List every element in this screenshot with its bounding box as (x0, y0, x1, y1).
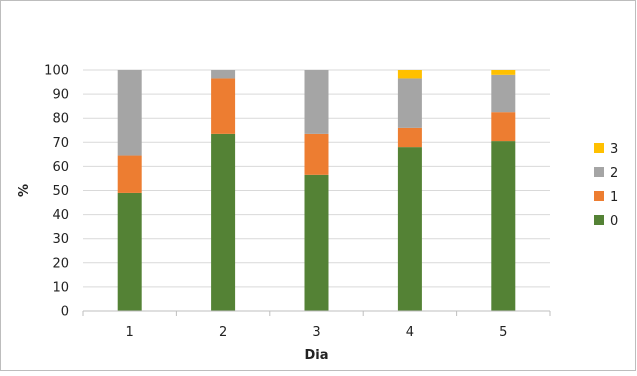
y-tick-label: 100 (44, 64, 69, 79)
bars (117, 70, 516, 311)
x-tick-label: 1 (126, 325, 134, 340)
y-tick-label: 90 (52, 88, 69, 103)
legend-label: 2 (610, 166, 618, 181)
bar-segment (117, 192, 142, 311)
bar-segment (397, 147, 422, 311)
bar-segment (397, 78, 422, 128)
legend-label: 0 (610, 214, 618, 229)
bar-segment (397, 70, 422, 79)
bar-segment (397, 127, 422, 148)
legend-swatch (594, 167, 604, 177)
legend: 3 2 1 0 (594, 142, 618, 229)
bar-segment (117, 70, 142, 156)
bar-segment (211, 70, 236, 79)
bar-segment (117, 155, 142, 193)
legend-swatch (594, 191, 604, 201)
bar-segment (491, 141, 516, 311)
x-tick-label: 5 (499, 325, 507, 340)
x-tick-label: 4 (406, 325, 414, 340)
legend-swatch (594, 143, 604, 153)
y-tick-label: 60 (52, 160, 69, 175)
x-tick-label: 2 (219, 325, 227, 340)
bar-segment (211, 78, 236, 134)
bar-segment (491, 70, 516, 75)
bar-segment (304, 70, 329, 134)
y-axis-ticks: 0 10 20 30 40 50 60 70 80 90 100 (44, 64, 69, 320)
legend-label: 3 (610, 142, 618, 157)
legend-swatch (594, 215, 604, 225)
y-tick-label: 20 (52, 256, 69, 271)
bar-segment (304, 174, 329, 311)
bar-segment (491, 112, 516, 142)
x-axis (82, 310, 551, 316)
legend-label: 1 (610, 190, 618, 205)
y-tick-label: 50 (52, 184, 69, 199)
x-axis-ticks: 1 2 3 4 5 (126, 325, 508, 340)
y-tick-label: 40 (52, 208, 69, 223)
bar-segment (211, 133, 236, 311)
y-tick-label: 10 (52, 280, 69, 295)
bar-segment (491, 74, 516, 113)
y-axis-label: % (17, 184, 32, 197)
y-tick-label: 80 (52, 112, 69, 127)
y-tick-label: 70 (52, 136, 69, 151)
y-tick-label: 0 (61, 305, 69, 320)
x-tick-label: 3 (312, 325, 320, 340)
y-tick-label: 30 (52, 232, 69, 247)
bar-segment (304, 133, 329, 175)
x-axis-label: Dia (304, 348, 328, 363)
